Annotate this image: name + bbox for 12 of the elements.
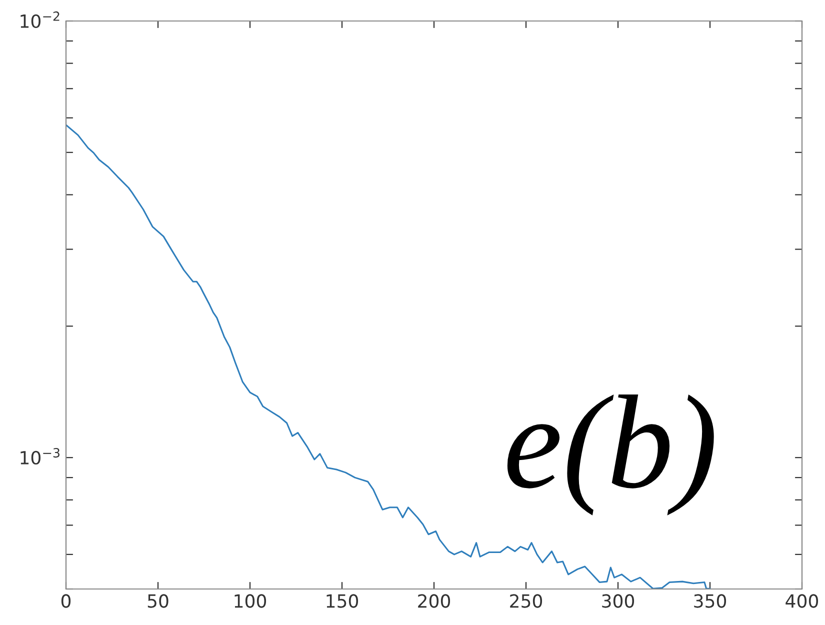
- y-tick-label: 10$^{−2}$: [20, 11, 60, 28]
- x-tick-label: 50: [148, 594, 168, 608]
- y-tick-label: 10$^{−3}$: [20, 448, 60, 465]
- x-tick-label: 300: [602, 594, 634, 608]
- x-tick-label: 0: [61, 594, 71, 608]
- x-tick-label: 150: [326, 594, 358, 608]
- x-tick-label: 200: [418, 594, 450, 608]
- x-tick-label: 250: [510, 594, 542, 608]
- x-tick-label: 350: [694, 594, 726, 608]
- x-tick-label: 400: [786, 594, 818, 608]
- annotation: e(b): [507, 394, 714, 516]
- x-tick-label: 100: [234, 594, 266, 608]
